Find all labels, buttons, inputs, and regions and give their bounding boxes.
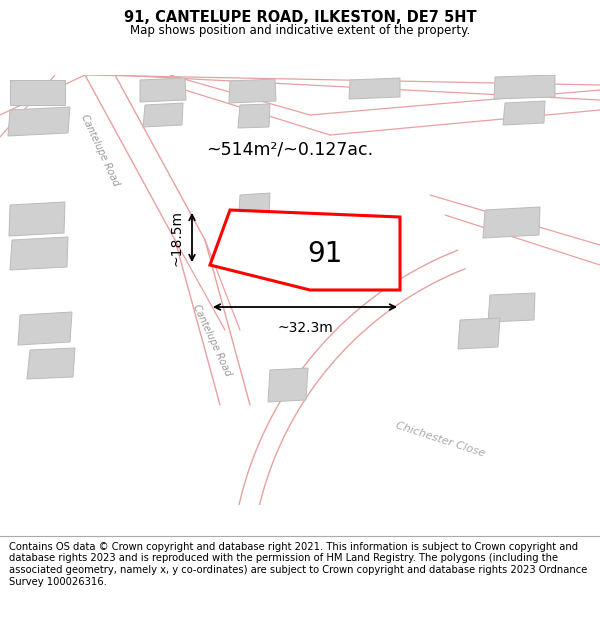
Polygon shape	[27, 348, 75, 379]
Polygon shape	[8, 107, 70, 136]
Polygon shape	[494, 75, 555, 99]
Polygon shape	[503, 101, 545, 125]
Polygon shape	[10, 80, 65, 105]
Text: ~18.5m: ~18.5m	[170, 209, 184, 266]
Text: 91: 91	[307, 241, 343, 268]
Polygon shape	[238, 104, 270, 128]
Text: ~32.3m: ~32.3m	[277, 321, 333, 335]
Polygon shape	[268, 368, 308, 402]
Text: Cantelupe Road: Cantelupe Road	[191, 302, 233, 378]
Polygon shape	[237, 193, 270, 245]
Text: 91, CANTELUPE ROAD, ILKESTON, DE7 5HT: 91, CANTELUPE ROAD, ILKESTON, DE7 5HT	[124, 11, 476, 26]
Polygon shape	[10, 237, 68, 270]
Polygon shape	[488, 293, 535, 322]
Polygon shape	[9, 202, 65, 236]
Text: Cantelupe Road: Cantelupe Road	[79, 112, 121, 188]
Text: Contains OS data © Crown copyright and database right 2021. This information is : Contains OS data © Crown copyright and d…	[9, 542, 587, 586]
Polygon shape	[18, 312, 72, 345]
Text: ~514m²/~0.127ac.: ~514m²/~0.127ac.	[206, 141, 374, 159]
Polygon shape	[349, 78, 400, 99]
Polygon shape	[210, 210, 400, 290]
Polygon shape	[458, 318, 500, 349]
Text: Map shows position and indicative extent of the property.: Map shows position and indicative extent…	[130, 24, 470, 37]
Polygon shape	[483, 207, 540, 238]
Text: Chichester Close: Chichester Close	[394, 421, 486, 459]
Polygon shape	[229, 79, 276, 103]
Polygon shape	[143, 103, 183, 127]
Polygon shape	[140, 78, 186, 102]
